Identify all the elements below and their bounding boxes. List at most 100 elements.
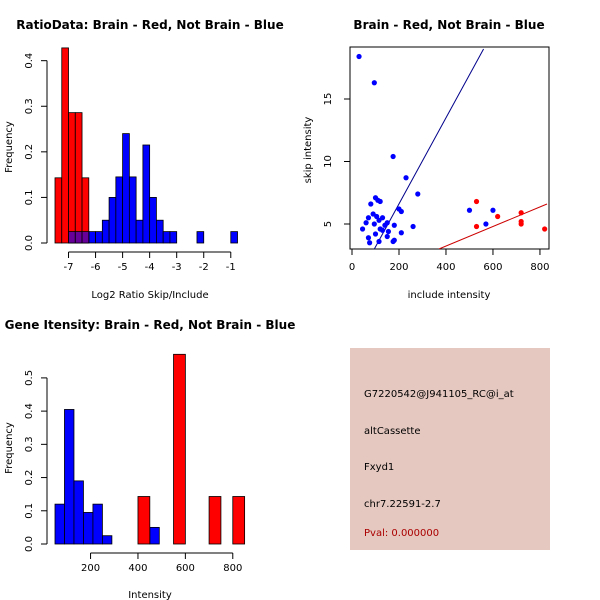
ratio-bar-not-brain-11: [142, 144, 151, 244]
gene-bar-not-brain-4: [92, 503, 103, 545]
scatter-point-not-brain-13: [365, 215, 372, 221]
info-panel: G7220542@J941105_RC@i_at altCassette Fxy…: [350, 348, 550, 550]
ratio-bar-brain-1: [61, 47, 69, 244]
scatter-point-not-brain-4: [415, 191, 421, 197]
gene-x-tick-label: 600: [176, 563, 195, 574]
intensity-scatter-title: Brain - Red, Not Brain - Blue: [353, 18, 544, 32]
ratio-x-tick-label: -1: [226, 262, 236, 273]
scatter-x-tick-label: 600: [483, 262, 502, 273]
scatter-point-not-brain-17: [363, 220, 369, 226]
ratio-bar-overlap-0: [68, 231, 76, 244]
scatter-point-brain-4: [473, 223, 480, 230]
scatter-x-tick-label: 800: [530, 262, 549, 273]
scatter-point-not-brain-25: [385, 228, 392, 235]
ratio-y-tick-label: 0.1: [24, 189, 35, 205]
gene-intensity-ylabel: Frequency: [4, 422, 15, 474]
event-type-text: altCassette: [364, 426, 421, 437]
gene-bar-not-brain-1: [64, 409, 75, 545]
ratio-histogram-title: RatioData: Brain - Red, Not Brain - Blue: [16, 18, 283, 32]
scatter-point-not-brain-36: [490, 207, 496, 213]
gene-bar-not-brain-2: [73, 480, 84, 545]
scatter-point-not-brain-20: [391, 222, 397, 228]
intensity-scatter-axes: 0 200 400 600 800 5 10 15: [323, 93, 549, 273]
scatter-y-tick-label: 15: [323, 93, 334, 106]
intensity-scatter: Brain - Red, Not Brain - Blue 0 200 400 600…: [303, 18, 550, 301]
gene-intensity-axes: 200 400 600 800 0.0 0.1 0.2 0.3 0.4 0.5: [24, 370, 242, 574]
scatter-x-tick-label: 400: [436, 262, 455, 273]
pval-text: Pval: 0.000000: [364, 528, 439, 539]
ratio-y-tick-label: 0.0: [24, 235, 35, 251]
scatter-point-not-brain-15: [376, 217, 382, 223]
scatter-point-not-brain-0: [356, 53, 362, 60]
gene-intensity-bars: [54, 353, 246, 545]
gene-name-text: Fxyd1: [364, 462, 394, 473]
ratio-histogram-axes: -7 -6 -5 -4 -3 -2 -1 0.0 0.1 0.2 0.3 0.4: [24, 53, 236, 273]
scatter-point-not-brain-7: [377, 198, 383, 205]
gene-bar-not-brain-6: [149, 526, 160, 545]
gene-bar-brain-1: [173, 353, 186, 545]
ratio-bar-not-brain-3: [88, 231, 96, 244]
ratio-bar-brain-3: [74, 112, 83, 244]
ratio-bar-not-brain-14: [162, 231, 171, 244]
ratio-histogram-ylabel: Frequency: [4, 121, 15, 173]
intensity-scatter-content: [356, 48, 548, 249]
ratio-bar-not-brain-12: [149, 197, 157, 244]
ratio-y-tick-label: 0.4: [24, 53, 35, 69]
gene-y-tick-label: 0.4: [24, 403, 35, 419]
scatter-point-not-brain-8: [368, 201, 374, 207]
scatter-x-tick-label: 0: [349, 262, 355, 273]
gene-y-tick-label: 0.0: [24, 536, 35, 552]
ratio-histogram-bars: [54, 47, 238, 244]
scatter-point-not-brain-10: [398, 208, 404, 215]
scatter-point-not-brain-2: [390, 153, 396, 160]
scatter-point-not-brain-28: [384, 233, 390, 240]
scatter-point-not-brain-19: [382, 222, 388, 228]
ratio-bar-not-brain-4: [95, 231, 103, 244]
ratio-bar-not-brain-5: [101, 219, 110, 244]
gene-bar-not-brain-5: [102, 535, 113, 545]
scatter-fit-line-not-brain-fit: [373, 48, 485, 249]
ratio-bar-not-brain-8: [122, 133, 130, 244]
gene-y-tick-label: 0.1: [24, 503, 35, 519]
scatter-point-brain-2: [518, 210, 524, 216]
scatter-point-not-brain-33: [390, 238, 396, 245]
intensity-scatter-ylabel: skip intensity: [303, 117, 314, 184]
ratio-y-tick-label: 0.2: [24, 144, 35, 160]
gene-x-tick-label: 400: [128, 563, 147, 574]
gene-bar-brain-3: [232, 496, 246, 545]
intensity-scatter-xlabel: include intensity: [408, 290, 491, 301]
scatter-y-tick-label: 10: [323, 155, 334, 168]
gene-x-tick-label: 200: [81, 563, 100, 574]
gene-intensity-title: Gene Itensity: Brain - Red, Not Brain - …: [5, 318, 296, 332]
ratio-bar-not-brain-15: [169, 231, 178, 244]
scatter-point-not-brain-34: [466, 207, 473, 213]
gene-intensity-xlabel: Intensity: [128, 590, 172, 600]
scatter-point-not-brain-21: [410, 223, 416, 230]
scatter-point-not-brain-3: [403, 175, 409, 181]
scatter-x-tick-label: 200: [389, 262, 408, 273]
ratio-bar-not-brain-9: [128, 176, 137, 244]
location-text: chr7.22591-2.7: [364, 499, 441, 510]
probe-id-text: G7220542@J941105_RC@i_at: [364, 389, 514, 400]
scatter-fit-line-brain-fit: [438, 203, 548, 249]
ratio-bar-not-brain-13: [156, 219, 164, 244]
gene-y-tick-label: 0.3: [24, 436, 35, 452]
gene-bar-brain-0: [137, 496, 151, 545]
scatter-point-not-brain-26: [398, 230, 404, 236]
ratio-bar-overlap-1: [74, 231, 83, 244]
scatter-point-not-brain-18: [371, 221, 377, 227]
ratio-x-tick-label: -7: [64, 262, 74, 273]
scatter-point-brain-5: [542, 226, 548, 232]
ratio-bar-brain-0: [54, 177, 63, 244]
ratio-bar-overlap-2: [81, 231, 90, 244]
info-panel-background: [350, 348, 550, 550]
ratio-x-tick-label: -4: [145, 262, 155, 273]
scatter-point-not-brain-29: [365, 235, 372, 241]
gene-y-tick-label: 0.5: [24, 370, 35, 386]
gene-intensity-histogram: Gene Itensity: Brain - Red, Not Brain - …: [4, 318, 295, 600]
gene-x-tick-label: 800: [223, 563, 242, 574]
ratio-x-tick-label: -6: [91, 262, 101, 273]
ratio-histogram: RatioData: Brain - Red, Not Brain - Blue…: [4, 18, 284, 301]
scatter-point-not-brain-23: [359, 226, 366, 232]
